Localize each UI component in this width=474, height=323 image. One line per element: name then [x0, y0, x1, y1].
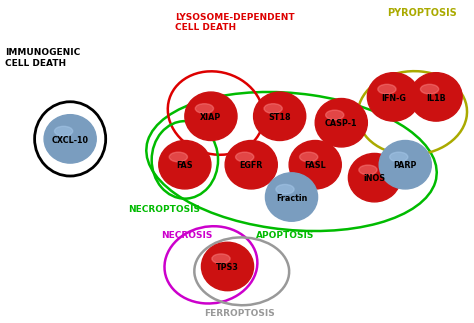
Ellipse shape [201, 242, 254, 291]
Ellipse shape [326, 110, 344, 120]
Ellipse shape [159, 141, 211, 189]
Text: IMMUNOGENIC
CELL DEATH: IMMUNOGENIC CELL DEATH [5, 48, 80, 68]
Text: FERROPTOSIS: FERROPTOSIS [204, 309, 275, 318]
Ellipse shape [378, 84, 396, 94]
Ellipse shape [410, 73, 462, 121]
Text: FAS: FAS [176, 162, 193, 171]
Text: IL1B: IL1B [426, 94, 446, 103]
Ellipse shape [359, 165, 377, 175]
Text: LYSOSOME-DEPENDENT
CELL DEATH: LYSOSOME-DEPENDENT CELL DEATH [175, 13, 295, 32]
Text: ST18: ST18 [268, 113, 291, 122]
Text: CXCL-10: CXCL-10 [52, 136, 89, 145]
Text: PARP: PARP [393, 162, 417, 171]
Ellipse shape [315, 99, 367, 147]
Text: TPS3: TPS3 [216, 263, 239, 272]
Ellipse shape [225, 141, 277, 189]
Ellipse shape [276, 184, 294, 194]
Text: NECROSIS: NECROSIS [161, 231, 212, 240]
Ellipse shape [195, 104, 213, 113]
Text: XIAP: XIAP [201, 113, 221, 122]
Ellipse shape [379, 141, 431, 189]
Ellipse shape [44, 115, 96, 163]
Ellipse shape [390, 152, 408, 162]
Text: IFN-G: IFN-G [381, 94, 406, 103]
Ellipse shape [55, 126, 73, 136]
Text: APOPTOSIS: APOPTOSIS [256, 231, 314, 240]
Ellipse shape [265, 173, 318, 221]
Ellipse shape [212, 254, 230, 264]
Ellipse shape [300, 152, 318, 162]
Text: EGFR: EGFR [239, 162, 263, 171]
Ellipse shape [264, 104, 282, 113]
Text: FASL: FASL [304, 162, 326, 171]
Ellipse shape [185, 92, 237, 141]
Text: iNOS: iNOS [364, 174, 385, 183]
Ellipse shape [169, 152, 188, 162]
Text: Fractin: Fractin [276, 194, 307, 203]
Ellipse shape [289, 141, 341, 189]
Ellipse shape [420, 84, 439, 94]
Ellipse shape [254, 92, 306, 141]
Text: PYROPTOSIS: PYROPTOSIS [387, 8, 457, 18]
Text: CASP-1: CASP-1 [325, 120, 357, 129]
Ellipse shape [348, 153, 401, 202]
Ellipse shape [236, 152, 254, 162]
Text: NECROPTOSIS: NECROPTOSIS [128, 205, 200, 214]
Ellipse shape [367, 73, 419, 121]
